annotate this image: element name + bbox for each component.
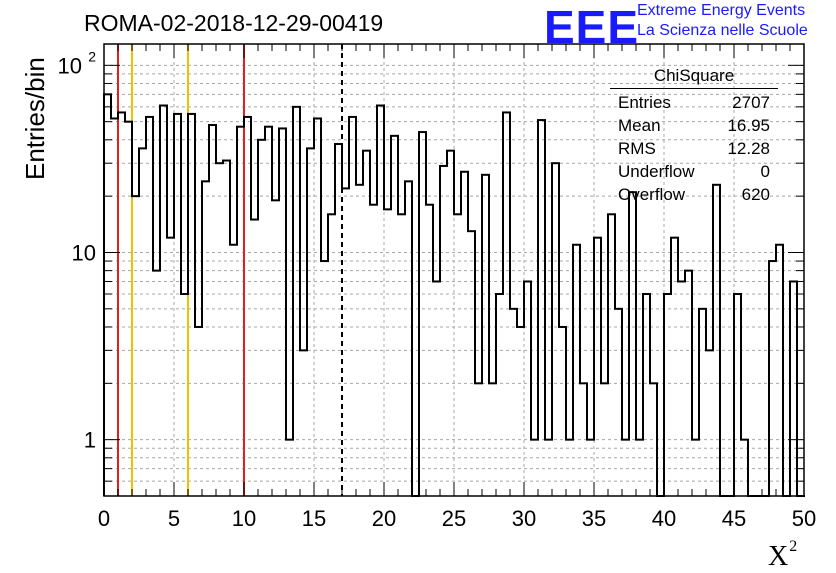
stat-value: 0	[760, 162, 770, 181]
stat-label: RMS	[618, 139, 656, 158]
x-tick-label: 25	[442, 506, 466, 531]
x-tick-label: 50	[792, 506, 816, 531]
eee-subtitle-line2: La Scienza nelle Scuole	[637, 22, 808, 39]
stats-box: ChiSquare Entries 2707 Mean 16.95 RMS 12.28 Un…	[608, 66, 780, 206]
stat-label: Overflow	[618, 185, 686, 204]
stat-label: Underflow	[618, 162, 695, 181]
x-tick-label: 35	[582, 506, 606, 531]
x-tick-label: 30	[512, 506, 536, 531]
x-tick-label: 0	[98, 506, 110, 531]
stat-value: 2707	[732, 93, 770, 112]
x-tick-label: 5	[168, 506, 180, 531]
y-tick-label-sup: 2	[88, 48, 96, 64]
x-axis-label-sup: 2	[789, 538, 798, 555]
x-tick-label: 15	[302, 506, 326, 531]
stat-row: Mean 16.95	[608, 114, 780, 137]
stat-value: 12.28	[727, 139, 770, 158]
stats-divider	[610, 88, 778, 89]
stat-row: Overflow 620	[608, 183, 780, 206]
y-tick-label: 10	[72, 240, 96, 265]
stats-rows: Entries 2707 Mean 16.95 RMS 12.28 Underflow 0 Ov…	[608, 91, 780, 206]
axes: 0 5 10 15 20 25 30 35 40 45 50 1 10 10 2	[58, 43, 816, 531]
stat-row: RMS 12.28	[608, 137, 780, 160]
stat-row: Entries 2707	[608, 91, 780, 114]
x-tick-label: 20	[372, 506, 396, 531]
y-tick-label: 10	[58, 53, 82, 78]
stat-label: Entries	[618, 93, 671, 112]
x-axis-label: X2	[768, 538, 797, 573]
stat-value: 620	[741, 185, 770, 204]
stat-row: Underflow 0	[608, 160, 780, 183]
x-tick-label: 45	[722, 506, 746, 531]
stat-value: 16.95	[727, 116, 770, 135]
x-axis-label-base: X	[768, 541, 789, 572]
x-tick-label: 40	[652, 506, 676, 531]
stat-label: Mean	[618, 116, 661, 135]
stats-title: ChiSquare	[653, 66, 735, 85]
reference-lines	[117, 44, 343, 496]
x-tick-label: 10	[232, 506, 256, 531]
y-tick-label: 1	[84, 428, 96, 453]
run-title: ROMA-02-2018-12-29-00419	[84, 10, 384, 36]
eee-subtitle-line1: Extreme Energy Events	[637, 2, 806, 19]
histogram-bins	[103, 93, 805, 497]
